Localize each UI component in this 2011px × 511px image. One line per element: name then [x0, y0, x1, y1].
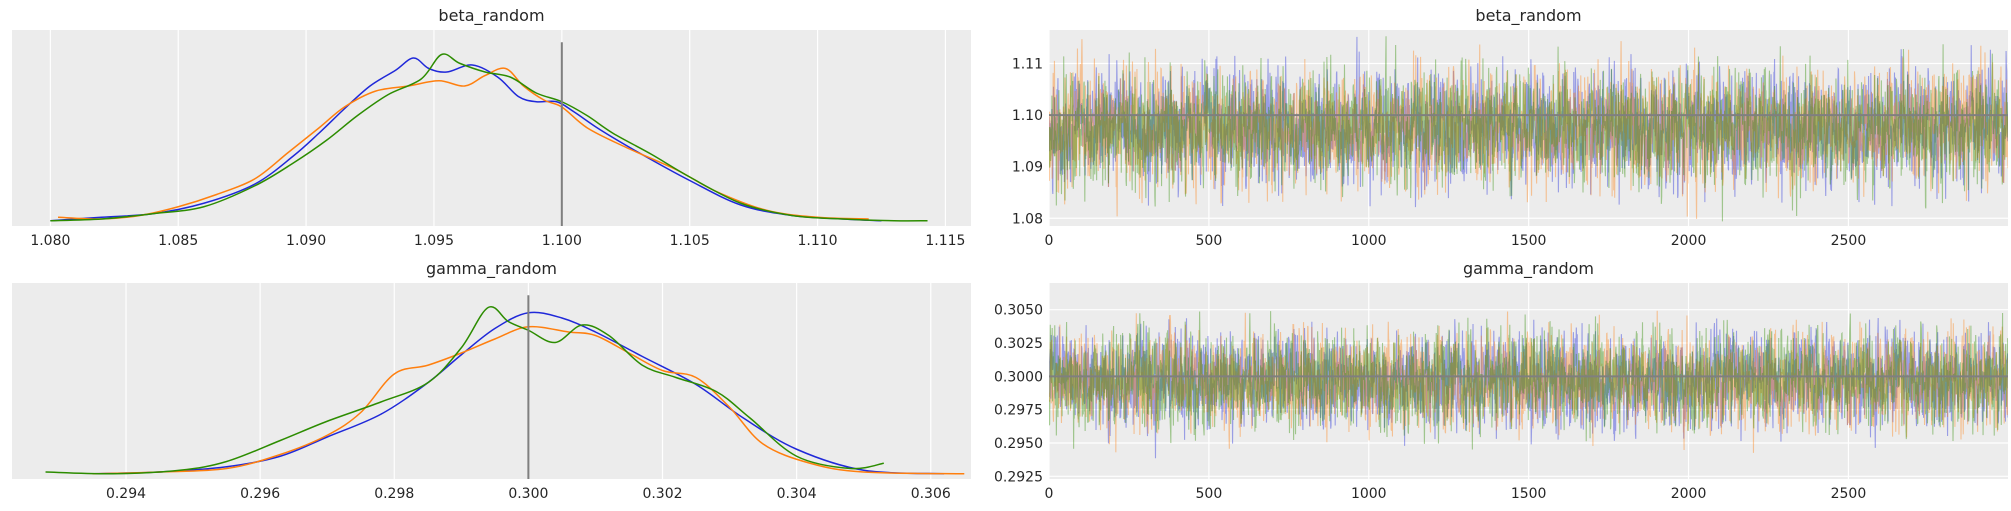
gamma-trace-x-tick-label: 1500 [1511, 486, 1547, 502]
gamma-density-plot-area [12, 283, 971, 479]
beta-density-series-2-line [50, 53, 928, 222]
gamma-trace-series-1-line [1049, 310, 2008, 453]
gamma-density-x-tick-label: 0.306 [911, 486, 951, 502]
beta-density-x-tick-label: 1.100 [542, 233, 582, 249]
gamma-density-series-group [45, 295, 965, 479]
gamma-trace-series-2-line [1049, 311, 2008, 450]
gamma-density-x-tick-label: 0.294 [106, 486, 146, 502]
gamma-density-x-tick-label: 0.302 [642, 486, 682, 502]
beta-density-x-tick-label: 1.110 [798, 233, 838, 249]
panel-gamma-density: 0.294 0.296 0.298 0.300 0.302 0.304 0.306 gamma… [12, 259, 971, 502]
beta-trace-series-2-line [1049, 36, 2008, 222]
beta-density-x-tick-label: 1.115 [925, 233, 965, 249]
beta-density-x-tick-label: 1.105 [670, 233, 710, 249]
gamma-trace-y-tick-label: 0.3025 [994, 336, 1043, 352]
beta-density-series-group [50, 42, 928, 226]
beta-trace-y-tick-label: 1.11 [1012, 57, 1043, 73]
gamma-trace-title: gamma_random [1463, 259, 1594, 279]
beta-trace-series-0-line [1049, 36, 2008, 208]
beta-trace-series-group [1049, 36, 2008, 222]
gamma-trace-y-tick-label: 0.2925 [994, 469, 1043, 485]
gamma-trace-y-tick-label: 0.3050 [994, 303, 1043, 319]
beta-trace-y-tick-label: 1.09 [1012, 160, 1043, 176]
panel-gamma-trace: 0 500 1000 1500 2000 2500 0.2925 0.2950 0.2975 0.… [994, 259, 2008, 502]
beta-density-x-tick-label: 1.095 [414, 233, 454, 249]
beta-density-x-tick-label: 1.085 [158, 233, 198, 249]
gamma-density-x-tick-label: 0.296 [240, 486, 280, 502]
beta-trace-x-tick-label: 2500 [1831, 233, 1867, 249]
gamma-density-title: gamma_random [426, 259, 557, 279]
beta-density-title: beta_random [438, 6, 544, 26]
beta-trace-title: beta_random [1475, 6, 1581, 26]
beta-trace-x-tick-label: 1500 [1511, 233, 1547, 249]
gamma-trace-y-tick-label: 0.2950 [994, 436, 1043, 452]
gamma-trace-x-tick-label: 1000 [1351, 486, 1387, 502]
gamma-trace-series-group [1049, 310, 2008, 459]
gamma-density-x-tick-label: 0.300 [508, 486, 548, 502]
gamma-density-x-tick-label: 0.304 [777, 486, 817, 502]
gamma-trace-x-tick-label: 0 [1045, 486, 1054, 502]
gamma-density-series-0-line [92, 311, 945, 475]
gamma-trace-y-tick-label: 0.3000 [994, 369, 1043, 385]
gamma-trace-y-tick-label: 0.2975 [994, 403, 1043, 419]
beta-trace-x-tick-label: 500 [1196, 233, 1223, 249]
gamma-trace-x-tick-label: 2500 [1831, 486, 1867, 502]
gamma-trace-x-tick-label: 500 [1196, 486, 1223, 502]
beta-trace-y-tick-label: 1.08 [1012, 211, 1043, 227]
beta-trace-x-tick-label: 0 [1045, 233, 1054, 249]
beta-density-x-tick-label: 1.090 [286, 233, 326, 249]
beta-density-plot-area [12, 30, 971, 226]
beta-trace-series-1-line [1049, 39, 2008, 219]
gamma-trace-series-0-line [1049, 318, 2008, 459]
beta-density-x-tick-label: 1.080 [30, 233, 70, 249]
gamma-density-x-tick-label: 0.298 [374, 486, 414, 502]
gamma-density-series-2-line [45, 305, 884, 475]
panel-beta-trace: 0 500 1000 1500 2000 2500 1.08 1.09 1.10 1.11 beta… [1012, 6, 2008, 249]
panel-beta-density: 1.080 1.085 1.090 1.095 1.100 1.105 1.110 1.115… [12, 6, 971, 249]
beta-trace-x-tick-label: 1000 [1351, 233, 1387, 249]
beta-density-series-0-line [50, 57, 882, 222]
gamma-trace-x-tick-label: 2000 [1671, 486, 1707, 502]
beta-trace-x-tick-label: 2000 [1671, 233, 1707, 249]
beta-trace-y-tick-label: 1.10 [1012, 108, 1043, 124]
